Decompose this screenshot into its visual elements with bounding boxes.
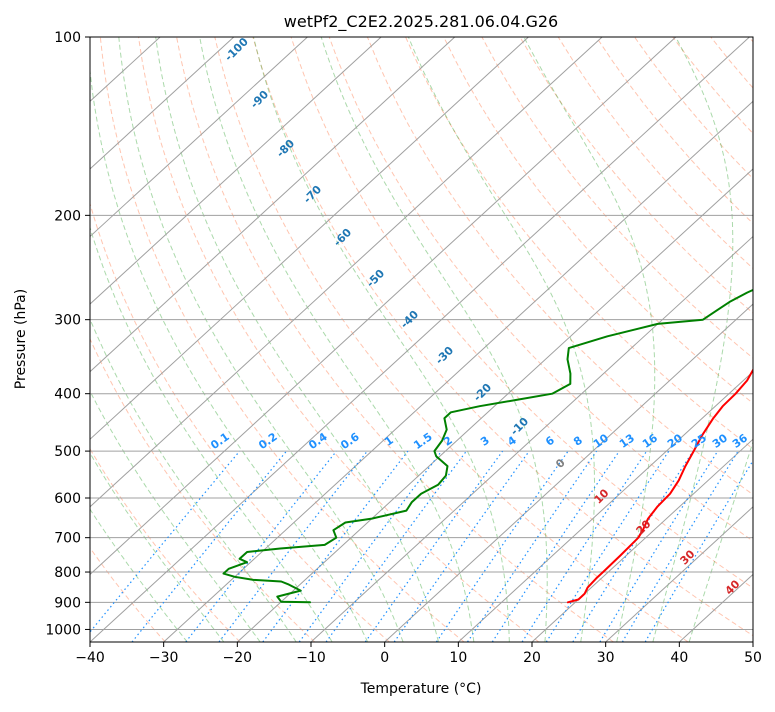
moist-adiabat xyxy=(321,37,547,642)
y-tick-label: 600 xyxy=(54,491,81,507)
mixing-ratio-label: 10 xyxy=(591,431,611,451)
warm-isotherm-label: 40 xyxy=(723,577,743,597)
dry-adiabat xyxy=(62,37,389,642)
moist-adiabat xyxy=(254,37,510,642)
dry-adiabat xyxy=(520,37,775,642)
mixing-ratio-label: 8 xyxy=(571,434,585,449)
mixing-ratio-label: 6 xyxy=(543,433,557,448)
chart-title: wetPf2_C2E2.2025.281.06.04.G26 xyxy=(284,12,558,32)
y-tick-label: 900 xyxy=(54,595,81,611)
y-tick-label: 400 xyxy=(54,387,81,403)
moist-adiabat xyxy=(0,37,224,642)
isotherm-line xyxy=(90,37,749,642)
mixing-ratio-label: 0.2 xyxy=(256,430,279,452)
mixing-ratio-line xyxy=(492,451,619,642)
warm-isotherm-label: 30 xyxy=(678,547,698,567)
dry-adiabat xyxy=(711,37,775,642)
x-tick-label: 40 xyxy=(670,650,688,666)
dry-adiabat xyxy=(482,37,775,642)
mixing-ratio-label: 20 xyxy=(665,431,685,451)
isotherm-line xyxy=(16,37,675,642)
mixing-ratio-label: 0.4 xyxy=(306,430,330,452)
moist-adiabat xyxy=(524,37,655,642)
mixing-ratio-label: 30 xyxy=(710,431,730,451)
isotherm-label: -30 xyxy=(433,344,456,367)
mixing-ratio-line xyxy=(645,451,759,642)
warm-isotherm-label: 20 xyxy=(634,517,654,537)
isotherm-line xyxy=(0,37,528,642)
y-tick-label: 800 xyxy=(54,565,81,581)
dry-adiabat xyxy=(406,37,775,642)
isotherm-line xyxy=(458,37,775,642)
isotherm-line xyxy=(0,37,381,642)
isotherm-label: -20 xyxy=(471,381,494,404)
dry-adiabat xyxy=(0,37,240,642)
isotherm-line xyxy=(0,37,455,642)
mixing-ratio-label: 16 xyxy=(640,431,660,451)
x-tick-label: 20 xyxy=(523,650,541,666)
plot-clip-group xyxy=(0,37,775,642)
mixing-ratio-label: 1.5 xyxy=(411,430,434,452)
mixing-ratio-label: 3 xyxy=(478,434,492,449)
dry-adiabat xyxy=(291,37,775,642)
x-axis-label: Temperature (°C) xyxy=(360,681,482,697)
moist-adiabat xyxy=(689,37,775,642)
x-tick-label: −20 xyxy=(223,650,253,666)
x-tick-label: −30 xyxy=(149,650,179,666)
y-axis-label: Pressure (hPa) xyxy=(13,289,29,389)
mixing-ratio-line xyxy=(436,451,568,642)
x-tick-label: 30 xyxy=(597,650,615,666)
x-tick-label: −10 xyxy=(296,650,326,666)
mixing-ratio-label: 13 xyxy=(617,431,637,450)
dry-adiabat xyxy=(24,37,315,642)
isotherm-line xyxy=(753,37,775,642)
y-tick-label: 200 xyxy=(54,208,81,224)
isotherm-label: -90 xyxy=(248,88,271,111)
x-tick-label: −40 xyxy=(75,650,105,666)
mixing-ratio-label: 1 xyxy=(382,434,396,449)
isotherm-label: -100 xyxy=(222,35,251,64)
mixing-ratio-line xyxy=(622,451,738,642)
x-tick-label: 10 xyxy=(449,650,467,666)
mixing-ratio-line xyxy=(573,451,693,642)
dry-adiabat xyxy=(558,37,775,642)
mixing-ratio-label: 2 xyxy=(441,434,455,449)
isotherm-line xyxy=(679,37,775,642)
mixing-ratio-line xyxy=(468,451,597,642)
mixing-ratio-line xyxy=(326,451,466,642)
y-tick-label: 700 xyxy=(54,531,81,547)
moist-adiabat xyxy=(59,37,332,642)
mixing-ratio-line xyxy=(600,451,718,642)
isotherm-line xyxy=(237,37,775,642)
y-tick-label: 500 xyxy=(54,444,81,460)
y-tick-label: 100 xyxy=(54,30,81,46)
isotherm-label: -50 xyxy=(364,267,387,290)
y-tick-label: 300 xyxy=(54,313,81,329)
x-tick-label: 0 xyxy=(380,650,389,666)
y-axis: 100 200 300 400 500 600 700 800 900 1000 xyxy=(45,30,90,638)
mixing-ratio-label: 0.1 xyxy=(208,430,231,452)
moist-adiabat xyxy=(653,37,733,642)
x-axis: −40 −30 −20 −10 0 10 20 30 40 50 xyxy=(75,642,762,666)
x-tick-label: 50 xyxy=(744,650,762,666)
freezing-level-label: 0 xyxy=(553,456,568,471)
dry-adiabat xyxy=(177,37,614,642)
y-tick-label: 1000 xyxy=(45,622,81,638)
isotherm-label: -70 xyxy=(301,183,324,206)
dry-adiabat xyxy=(215,37,688,642)
mixing-ratio-label: 36 xyxy=(730,431,750,451)
